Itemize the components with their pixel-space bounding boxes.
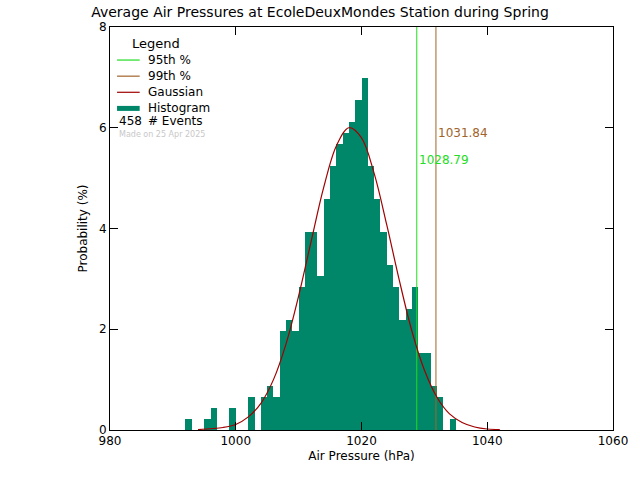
svg-text:1031.84: 1031.84 (438, 126, 488, 140)
svg-text:1060: 1060 (598, 434, 629, 448)
svg-text:95th %: 95th % (148, 53, 191, 67)
svg-text:Gaussian: Gaussian (148, 85, 203, 99)
svg-text:2: 2 (99, 322, 107, 336)
svg-text:Probability (%): Probability (%) (76, 184, 90, 272)
svg-text:1000: 1000 (220, 434, 251, 448)
svg-text:458: 458 (119, 114, 142, 128)
svg-text:Histogram: Histogram (148, 101, 210, 115)
svg-text:980: 980 (99, 434, 122, 448)
svg-text:4: 4 (99, 222, 107, 236)
svg-text:0: 0 (99, 423, 107, 437)
svg-text:# Events: # Events (148, 114, 203, 128)
svg-text:99th %: 99th % (148, 69, 191, 83)
svg-text:8: 8 (99, 20, 107, 34)
svg-text:1040: 1040 (472, 434, 503, 448)
svg-text:Average Air Pressures at Ecole: Average Air Pressures at EcoleDeuxMondes… (91, 4, 549, 20)
svg-text:Legend: Legend (132, 36, 180, 51)
svg-text:6: 6 (99, 121, 107, 135)
svg-text:Made on 25 Apr 2025: Made on 25 Apr 2025 (119, 130, 205, 139)
svg-text:Air Pressure (hPa): Air Pressure (hPa) (308, 449, 414, 463)
svg-text:1020: 1020 (346, 434, 377, 448)
svg-text:1028.79: 1028.79 (419, 153, 469, 167)
